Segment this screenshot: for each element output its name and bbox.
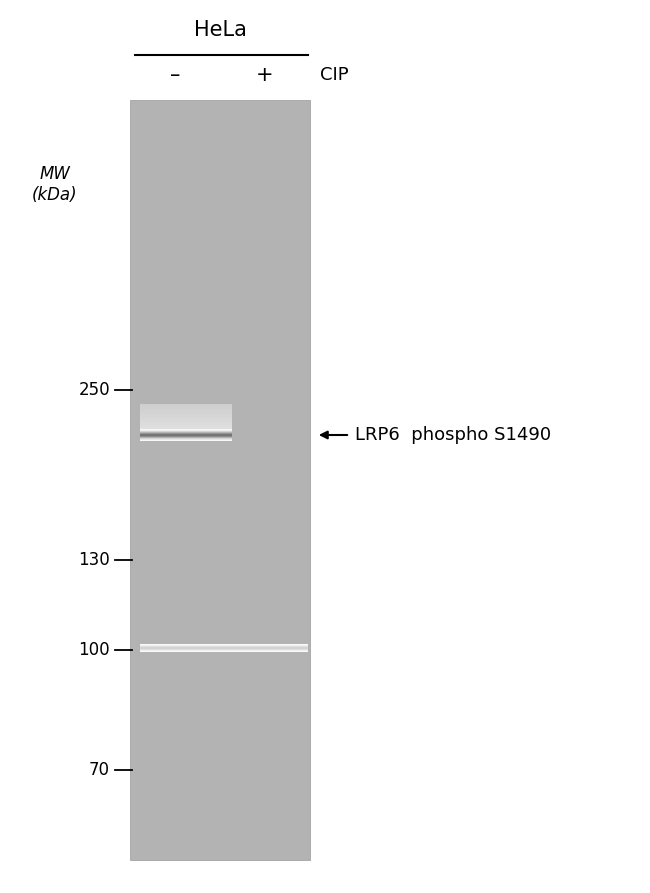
Text: CIP: CIP <box>320 66 348 84</box>
Bar <box>140 418 232 419</box>
Bar <box>140 414 232 415</box>
Text: –: – <box>170 65 180 85</box>
Bar <box>140 421 232 422</box>
Bar <box>140 406 232 407</box>
Bar <box>140 416 232 417</box>
Bar <box>140 423 232 424</box>
Bar <box>140 413 232 414</box>
Bar <box>140 408 232 409</box>
Bar <box>140 404 232 405</box>
Text: HeLa: HeLa <box>194 20 246 40</box>
Bar <box>140 425 232 426</box>
Bar <box>140 415 232 416</box>
Text: 70: 70 <box>89 761 110 779</box>
Text: 100: 100 <box>79 641 110 659</box>
Text: MW
(kDa): MW (kDa) <box>32 165 78 204</box>
Bar <box>140 428 232 430</box>
Text: 250: 250 <box>79 381 110 399</box>
Bar <box>140 422 232 423</box>
Bar <box>130 100 310 860</box>
Bar <box>140 417 232 418</box>
Text: 130: 130 <box>78 551 110 569</box>
Bar <box>140 412 232 413</box>
Bar <box>140 405 232 406</box>
Bar <box>140 420 232 421</box>
Bar <box>140 407 232 408</box>
Bar <box>140 411 232 413</box>
Text: +: + <box>256 65 274 85</box>
Bar <box>140 424 232 425</box>
Bar <box>140 427 232 429</box>
Bar <box>140 409 232 410</box>
Bar <box>140 410 232 411</box>
Bar <box>140 419 232 421</box>
Text: LRP6  phospho S1490: LRP6 phospho S1490 <box>355 426 551 444</box>
Bar <box>140 426 232 427</box>
